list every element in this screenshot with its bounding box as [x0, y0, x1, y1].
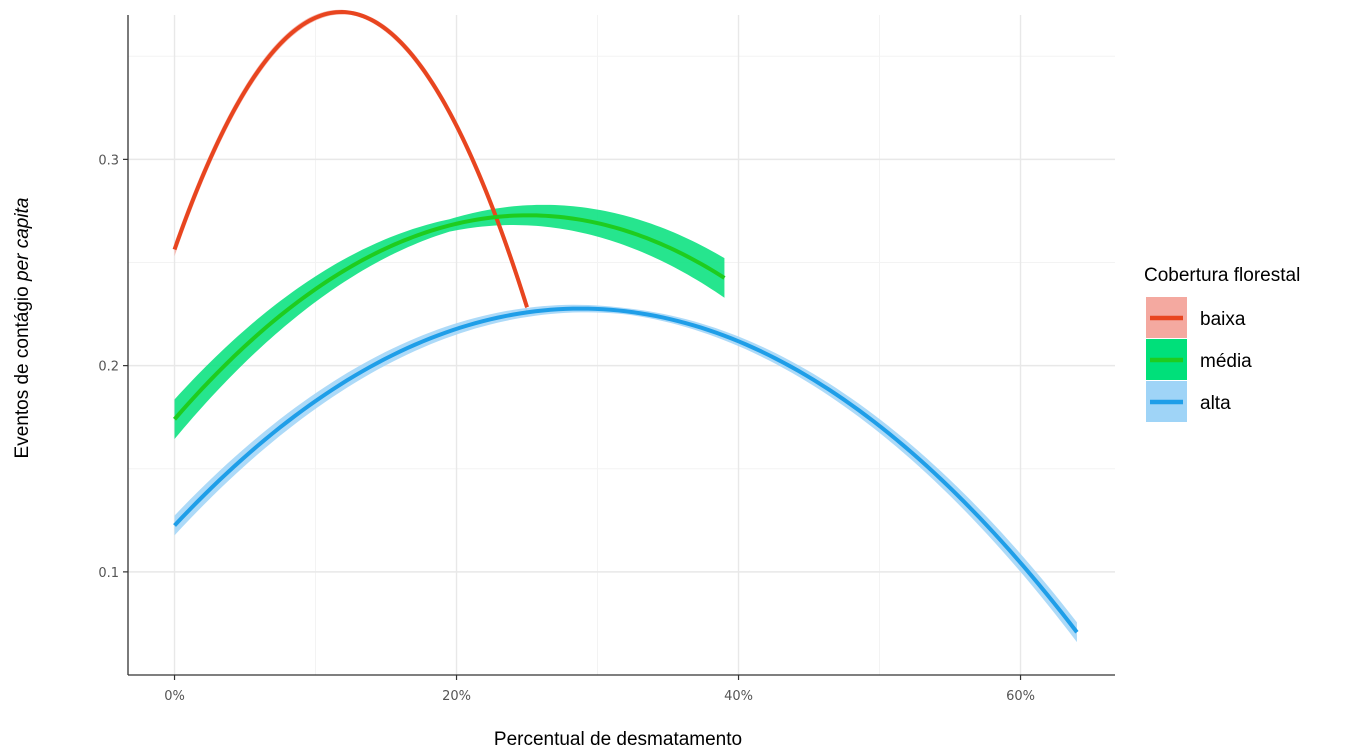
legend-label-média: média — [1200, 351, 1252, 372]
grid-minor — [128, 15, 1115, 675]
y-axis-title-main: Eventos de contágio — [12, 281, 33, 458]
x-tick-label: 40% — [724, 689, 753, 704]
y-axis-title: Eventos de contágio per capita — [12, 198, 33, 459]
confidence-band-alta — [174, 304, 1077, 643]
y-tick-label: 0.1 — [98, 566, 119, 581]
legend-title: Cobertura florestal — [1144, 265, 1300, 286]
axes — [123, 15, 1115, 680]
x-tick-label: 0% — [164, 689, 185, 704]
confidence-bands — [174, 9, 1077, 643]
legend: Cobertura florestal baixa média alta — [1144, 265, 1300, 422]
x-tick-label: 60% — [1006, 689, 1035, 704]
grid-major — [128, 15, 1115, 675]
y-tick-label: 0.3 — [98, 153, 119, 168]
legend-label-baixa: baixa — [1200, 309, 1246, 330]
series-line-média — [173, 213, 726, 421]
x-tick-label: 20% — [442, 689, 471, 704]
series-line-alta — [173, 306, 1079, 634]
y-tick-label: 0.2 — [98, 360, 119, 375]
tick-labels: 0% 20% 40% 60% 0.1 0.2 0.3 — [98, 153, 1035, 704]
legend-label-alta: alta — [1200, 393, 1231, 414]
y-axis-title-italic: per capita — [12, 198, 33, 282]
x-axis-title: Percentual de desmatamento — [494, 729, 742, 750]
series-lines — [172, 10, 1079, 634]
confidence-band-média — [174, 204, 725, 440]
series-line-baixa — [172, 10, 529, 308]
